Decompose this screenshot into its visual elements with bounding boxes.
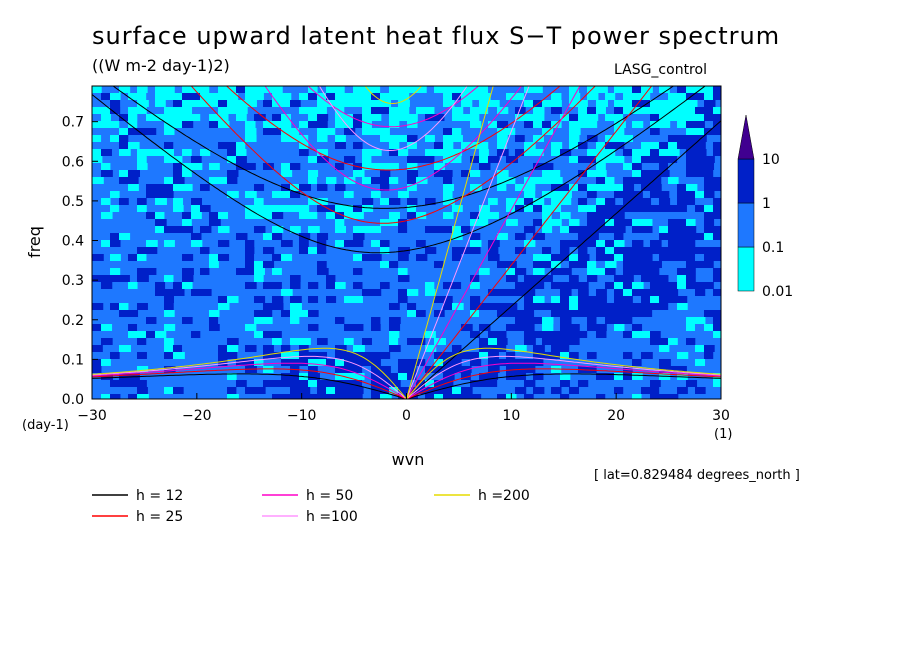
x-tick-label: −20 [182,408,212,424]
curve-ig2-h12 [112,86,675,209]
curve-kelvin-h200 [406,86,494,399]
x-axis-unit: (1) [714,427,732,442]
latitude-note: [ lat=0.829484 degrees_north ] [594,468,800,483]
legend-label: h = 25 [136,509,183,525]
x-tick-label: 0 [402,408,411,424]
curve-ig1-h50 [264,86,523,191]
dispersion-curves [92,0,721,399]
curve-rossby-h25 [92,368,721,399]
colorbar-label: 10 [762,152,780,168]
colorbar-segment [737,246,755,292]
curve-kelvin-h100 [406,86,530,399]
colorbar-segment [737,158,755,204]
curve-kelvin-h25 [406,86,653,399]
x-axis-label: wvn [392,450,425,469]
curve-ig1-h12 [92,86,706,254]
colorbar-label: 0.1 [762,240,784,256]
colorbar-label: 0.01 [762,284,793,300]
curve-ig1-h200 [364,86,423,105]
y-tick-label: 0.6 [62,154,84,170]
x-tick-label: 30 [712,408,730,424]
curve-rossby-h100 [92,355,721,399]
y-tick-label: 0.3 [62,273,84,289]
x-tick-label: −10 [287,408,317,424]
y-tick-label: 0.5 [62,194,84,210]
x-tick-label: 20 [607,408,625,424]
y-axis-label: freq [25,226,44,258]
x-tick-label: 10 [502,408,520,424]
axes: −30 −20 −10 0 10 20 30 0.0 0.1 0.2 0.3 0.4 0.5 0.6 0.7 [62,115,730,424]
y-axis-unit: (day-1) [22,418,69,433]
legend-label: h =200 [478,488,530,504]
experiment-label: LASG_control [614,62,707,78]
curve-ig2-h100 [92,0,721,75]
legend: h = 12 h = 25 h = 50 h =100 h =200 [92,488,530,525]
curve-ig2-h25 [225,86,561,171]
curve-rossby-h12 [92,373,721,399]
curve-ig2-h200 [92,0,721,14]
chart-title: surface upward latent heat flux S−T powe… [92,22,781,50]
colorbar-extension [737,114,755,160]
legend-label: h = 50 [306,488,353,504]
colorbar-segment [737,202,755,248]
y-tick-label: 0.0 [62,392,84,408]
x-tick-label: −30 [77,408,107,424]
curve-rossby-h200 [92,347,721,399]
y-tick-label: 0.7 [62,115,84,131]
curve-ig1-h100 [318,86,468,151]
y-tick-label: 0.2 [62,313,84,329]
y-tick-label: 0.4 [62,234,84,250]
colorbar-label: 1 [762,196,771,212]
power-field [92,86,721,399]
curve-kelvin-h50 [406,86,581,399]
y-tick-label: 0.1 [62,352,84,368]
legend-label: h = 12 [136,488,183,504]
chart-units: ((W m-2 day-1)2) [92,56,230,75]
curve-ig1-h25 [190,86,596,224]
colorbar: 0.01 0.1 1 10 [737,114,793,300]
legend-label: h =100 [306,509,358,525]
curve-rossby-h50 [92,362,721,399]
curve-ig2-h50 [307,86,480,128]
